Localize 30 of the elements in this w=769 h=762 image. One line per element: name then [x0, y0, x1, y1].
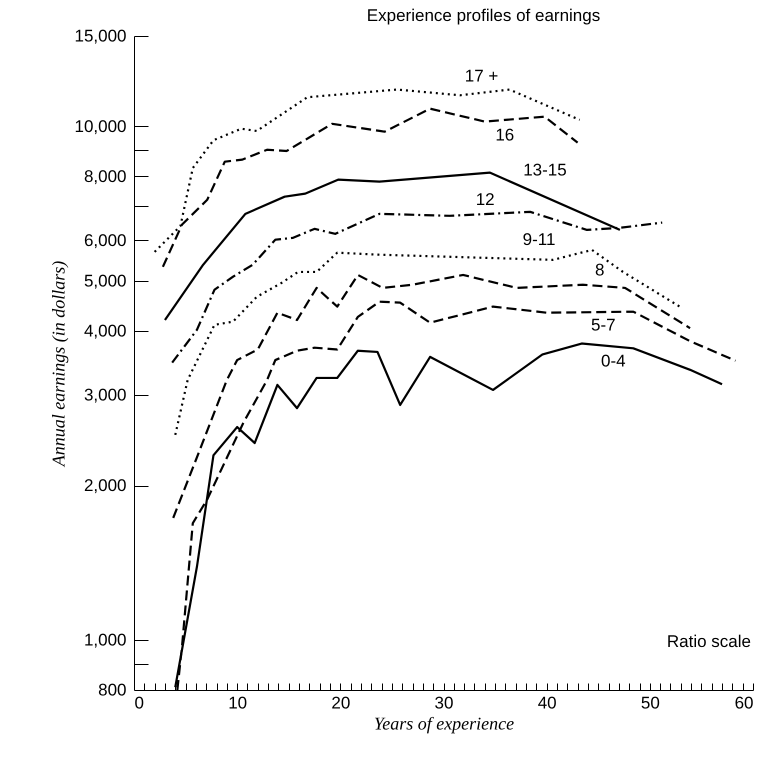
- series-label: 8: [595, 260, 605, 280]
- x-tick-label: 20: [331, 694, 350, 712]
- series-label: 5-7: [591, 316, 616, 335]
- x-tick-label: 10: [228, 694, 248, 712]
- y-tick-label: 1,000: [84, 630, 126, 650]
- y-tick-label: 6,000: [84, 230, 126, 250]
- line-series: [174, 248, 681, 436]
- annotation: Ratio scale: [666, 632, 751, 651]
- x-tick-label: 0: [134, 694, 144, 712]
- x-tick-label: 40: [538, 694, 557, 712]
- y-axis-title: Annual earnings (in dollars): [48, 260, 69, 468]
- series-label: 12: [476, 190, 495, 209]
- x-tick-label: 30: [434, 694, 454, 712]
- y-tick-label: 10,000: [74, 116, 126, 136]
- y-tick-label: 800: [98, 680, 126, 700]
- chart-title: Experience profiles of earnings: [366, 6, 600, 25]
- series-label: 17 +: [464, 66, 498, 86]
- series-label: 16: [495, 126, 514, 145]
- y-tick-label: 3,000: [84, 386, 126, 405]
- y-tick-label: 15,000: [74, 26, 126, 46]
- x-tick-label: 60: [734, 694, 754, 712]
- series-label: 0-4: [601, 351, 626, 370]
- y-tick-label: 5,000: [84, 272, 126, 291]
- series-label: 9-11: [522, 230, 556, 249]
- y-tick-label: 8,000: [84, 166, 126, 186]
- series-label: 13-15: [523, 160, 567, 180]
- y-tick-label: 4,000: [84, 321, 126, 340]
- x-axis-title: Years of experience: [374, 714, 514, 734]
- x-tick-label: 50: [640, 694, 660, 712]
- y-tick-label: 2,000: [84, 476, 126, 496]
